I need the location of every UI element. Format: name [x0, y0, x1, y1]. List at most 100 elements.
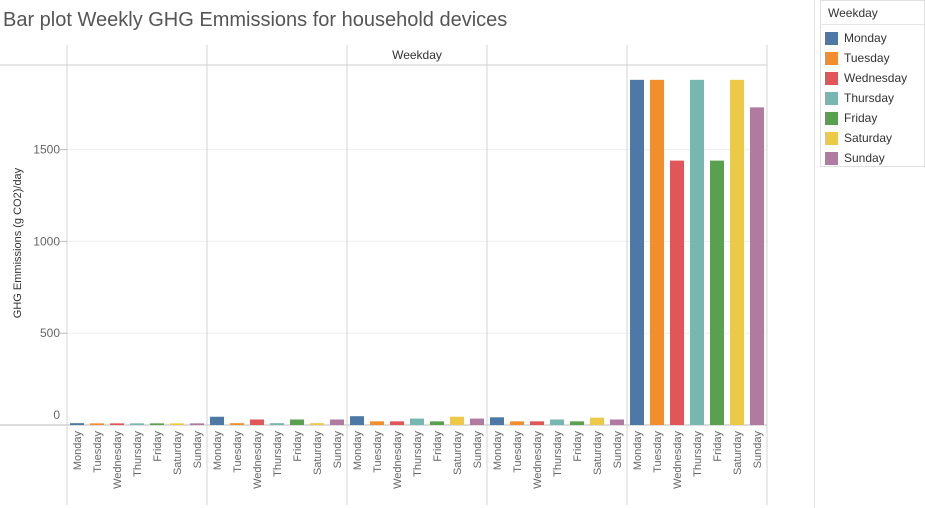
x-tick-label: Friday [432, 431, 444, 462]
bar-thursday[interactable] [550, 419, 564, 425]
legend-label: Wednesday [844, 71, 908, 85]
legend-item-friday[interactable]: Friday [825, 110, 877, 126]
legend-item-tuesday[interactable]: Tuesday [825, 50, 890, 66]
x-tick-label: Tuesday [232, 431, 244, 473]
x-tick-label: Saturday [312, 431, 324, 476]
x-tick-label: Monday [632, 431, 644, 471]
bar-wednesday[interactable] [530, 421, 544, 425]
bar-saturday[interactable] [170, 423, 184, 425]
bar-tuesday[interactable] [90, 423, 104, 425]
x-tick-label: Sunday [332, 431, 344, 469]
bar-saturday[interactable] [590, 417, 604, 425]
bar-sunday[interactable] [610, 419, 624, 425]
x-tick-label: Thursday [692, 431, 704, 477]
y-tick-label: 500 [40, 326, 60, 340]
y-tick-label: 1500 [33, 143, 60, 157]
bar-saturday[interactable] [310, 423, 324, 425]
bar-thursday[interactable] [270, 423, 284, 425]
legend: Weekday Monday Tuesday Wednesday Thursday Fr… [820, 0, 925, 167]
bar-wednesday[interactable] [670, 160, 684, 425]
legend-item-thursday[interactable]: Thursday [825, 90, 894, 106]
bar-sunday[interactable] [750, 107, 764, 425]
x-tick-label: Thursday [552, 431, 564, 477]
x-tick-label: Sunday [752, 431, 764, 469]
legend-swatch [825, 111, 838, 125]
legend-swatch [825, 151, 838, 165]
legend-swatch [825, 91, 838, 105]
bar-sunday[interactable] [470, 418, 484, 425]
bar-tuesday[interactable] [370, 421, 384, 425]
column-header: Weekday [392, 48, 442, 62]
x-tick-label: Wednesday [532, 431, 544, 489]
legend-label: Friday [844, 111, 878, 125]
chart-title: Bar plot Weekly GHG Emmissions for house… [3, 9, 508, 31]
x-tick-label: Thursday [412, 431, 424, 477]
legend-item-saturday[interactable]: Saturday [825, 130, 892, 146]
legend-label: Thursday [844, 91, 895, 105]
bar-sunday[interactable] [190, 423, 204, 425]
bar-friday[interactable] [570, 421, 584, 425]
x-tick-label: Saturday [732, 431, 744, 476]
bar-sunday[interactable] [330, 419, 344, 425]
bar-friday[interactable] [430, 421, 444, 425]
x-tick-label: Tuesday [372, 431, 384, 473]
bar-saturday[interactable] [730, 79, 744, 425]
legend-label: Tuesday [844, 51, 890, 65]
x-tick-label: Thursday [132, 431, 144, 477]
bar-monday[interactable] [350, 416, 364, 425]
x-tick-label: Monday [352, 431, 364, 471]
legend-label: Monday [844, 31, 887, 45]
y-tick-label: 1000 [33, 234, 60, 248]
x-tick-label: Monday [492, 431, 504, 471]
bar-friday[interactable] [150, 423, 164, 425]
y-axis-label: GHG Emmissions (g CO2)/day [12, 167, 24, 318]
bar-monday[interactable] [70, 423, 84, 425]
bar-friday[interactable] [710, 160, 724, 425]
x-tick-label: Saturday [172, 431, 184, 476]
bar-saturday[interactable] [450, 416, 464, 425]
legend-title: Weekday [821, 1, 924, 25]
bar-friday[interactable] [290, 419, 304, 425]
x-tick-label: Friday [712, 431, 724, 462]
x-tick-label: Wednesday [392, 431, 404, 489]
bar-wednesday[interactable] [390, 421, 404, 425]
legend-item-wednesday[interactable]: Wednesday [825, 70, 907, 86]
x-tick-label: Wednesday [112, 431, 124, 489]
bar-tuesday[interactable] [650, 79, 664, 425]
x-tick-label: Tuesday [652, 431, 664, 473]
x-tick-label: Tuesday [92, 431, 104, 473]
bar-tuesday[interactable] [510, 421, 524, 425]
x-tick-label: Monday [212, 431, 224, 471]
bar-wednesday[interactable] [250, 419, 264, 425]
x-tick-label: Saturday [452, 431, 464, 476]
bar-wednesday[interactable] [110, 423, 124, 425]
x-tick-label: Friday [572, 431, 584, 462]
legend-swatch [825, 51, 838, 65]
bar-thursday[interactable] [690, 79, 704, 425]
bar-chart: Weekday GHG Emmissions (g CO2)/day 0 500 1… [0, 45, 768, 505]
legend-item-sunday[interactable]: Sunday [825, 150, 885, 166]
x-tick-label: Sunday [192, 431, 204, 469]
x-tick-label: Sunday [612, 431, 624, 469]
bar-thursday[interactable] [410, 418, 424, 425]
y-tick-label: 0 [53, 408, 60, 422]
bar-thursday[interactable] [130, 423, 144, 425]
legend-swatch [825, 31, 838, 45]
x-tick-label: Saturday [592, 431, 604, 476]
legend-label: Sunday [844, 151, 885, 165]
bar-monday[interactable] [210, 416, 224, 425]
bar-monday[interactable] [630, 79, 644, 425]
x-tick-label: Thursday [272, 431, 284, 477]
x-tick-label: Monday [72, 431, 84, 471]
panel-divider [814, 0, 815, 508]
x-tick-label: Friday [292, 431, 304, 462]
legend-label: Saturday [844, 131, 893, 145]
legend-swatch [825, 131, 838, 145]
x-tick-label: Wednesday [672, 431, 684, 489]
bar-tuesday[interactable] [230, 423, 244, 425]
legend-item-monday[interactable]: Monday [825, 30, 887, 46]
x-tick-label: Friday [152, 431, 164, 462]
x-tick-label: Sunday [472, 431, 484, 469]
bar-monday[interactable] [490, 417, 504, 425]
x-tick-label: Wednesday [252, 431, 264, 489]
